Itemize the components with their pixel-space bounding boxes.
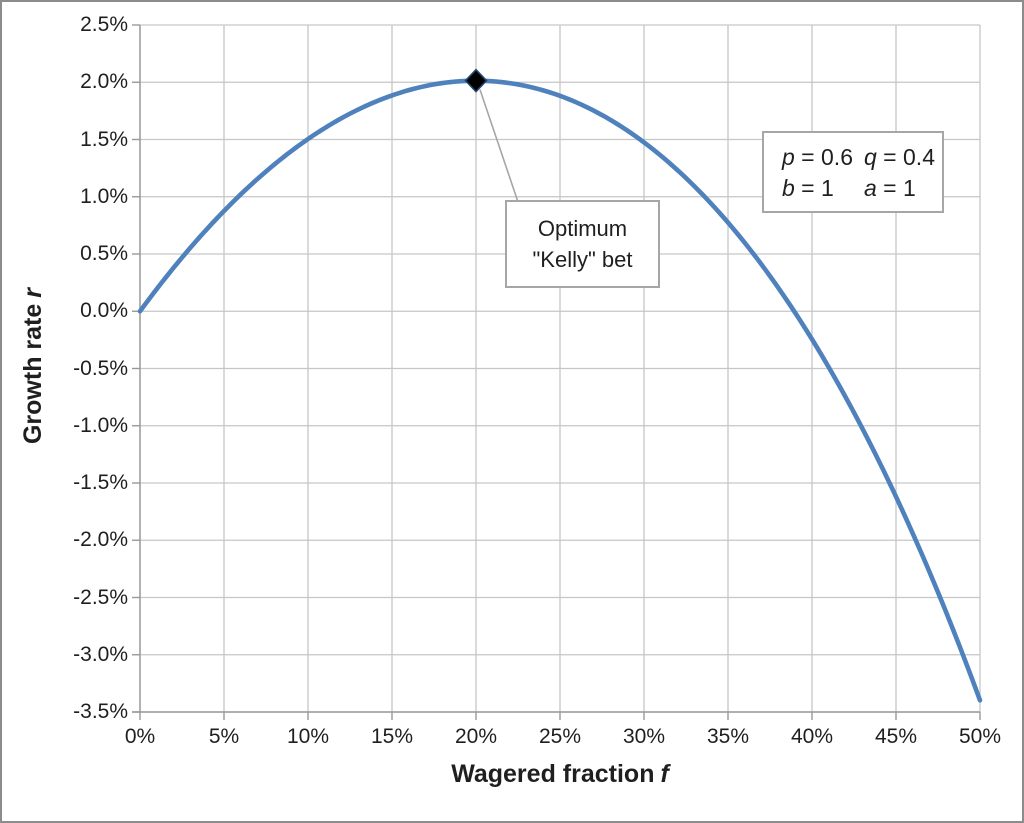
annotation-leader-line [479, 89, 519, 203]
y-tick-label: -2.0% [73, 528, 128, 552]
y-axis-title-symbol: r [19, 287, 47, 298]
y-tick-label: 1.0% [80, 184, 128, 208]
kelly-annotation-box: Optimum "Kelly" bet [505, 200, 660, 288]
gridlines [139, 24, 981, 713]
x-axis-title-symbol: f [660, 760, 669, 788]
param-row: b = 1 a = 1 [782, 173, 942, 204]
param-value-p: p = 0.6 [782, 144, 853, 170]
y-tick-label: 0.0% [80, 299, 128, 323]
x-tick-label: 15% [370, 725, 414, 748]
x-tick-label: 30% [622, 725, 666, 748]
param-row: p = 0.6 q = 0.4 [782, 142, 942, 173]
param-value-a: a = 1 [864, 175, 916, 201]
x-tick-label: 40% [790, 725, 834, 748]
annotation-line-1: Optimum [537, 216, 628, 241]
y-tick-label: 0.5% [80, 242, 128, 265]
y-tick-label: -1.0% [73, 413, 128, 437]
parameter-box: p = 0.6 q = 0.4 b = 1 a = 1 [762, 131, 944, 213]
y-tick-label: 2.5% [80, 13, 128, 36]
x-axis-title: Wagered fraction f [360, 760, 760, 789]
x-tick-label: 45% [874, 725, 918, 748]
y-tick-label: -2.5% [73, 585, 128, 609]
y-tick-label: -1.5% [73, 471, 128, 494]
x-axis-title-text: Wagered fraction [451, 760, 655, 788]
x-tick-label: 35% [706, 725, 750, 748]
y-tick-label: -0.5% [73, 356, 128, 380]
axes [132, 24, 981, 720]
param-value-b: b = 1 [782, 175, 834, 201]
x-tick-label: 50% [958, 725, 1002, 748]
y-tick-label: -3.5% [73, 700, 128, 723]
optimum-kelly-marker [464, 68, 488, 93]
x-tick-label: 25% [538, 725, 582, 748]
param-value-q: q = 0.4 [864, 144, 935, 170]
y-tick-label: 2.0% [80, 70, 128, 94]
growth-rate-curve [137, 78, 983, 703]
annotation-line-2: "Kelly" bet [532, 247, 633, 272]
x-tick-label: 5% [208, 725, 240, 748]
y-tick-label: -3.0% [73, 642, 128, 666]
x-tick-label: 0% [124, 725, 156, 748]
x-tick-label: 10% [286, 725, 330, 748]
x-tick-label: 20% [454, 725, 498, 748]
y-tick-label: 1.5% [80, 127, 128, 151]
